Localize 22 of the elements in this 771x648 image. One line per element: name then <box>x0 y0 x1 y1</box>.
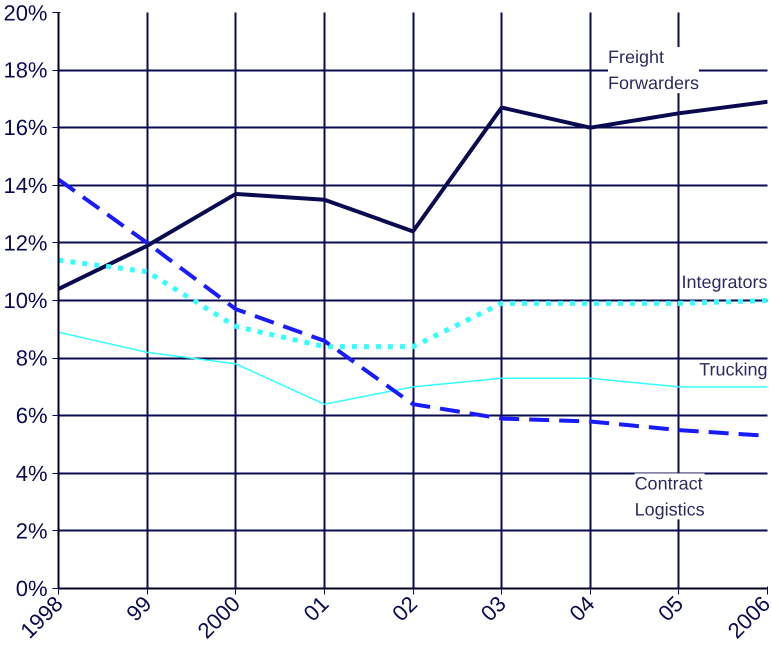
y-tick-label: 6% <box>16 403 48 428</box>
y-tick-label: 8% <box>16 346 48 371</box>
x-tick-label: 01 <box>298 591 334 626</box>
x-tick-label: 02 <box>387 591 422 626</box>
series-label: Trucking <box>699 360 768 380</box>
y-tick-label: 2% <box>16 518 48 544</box>
y-tick-label: 18% <box>3 58 48 83</box>
y-tick-label: 0% <box>16 576 48 601</box>
x-tick-label: 03 <box>476 591 511 626</box>
y-tick-label: 14% <box>3 172 48 198</box>
x-tick-label: 99 <box>121 591 156 626</box>
y-tick-label: 16% <box>3 115 48 140</box>
y-tick-label: 20% <box>3 0 48 26</box>
y-tick-label: 4% <box>16 460 48 486</box>
x-tick-label: 04 <box>564 591 600 626</box>
series-label: Freight Forwarders <box>608 47 700 94</box>
y-tick-label: 10% <box>3 288 48 313</box>
y-tick-label: 12% <box>3 230 48 256</box>
x-tick-label: 05 <box>653 591 688 626</box>
text: Contract Logistics <box>634 473 705 520</box>
line-series <box>58 331 768 405</box>
series-label: Integrators <box>681 272 768 292</box>
